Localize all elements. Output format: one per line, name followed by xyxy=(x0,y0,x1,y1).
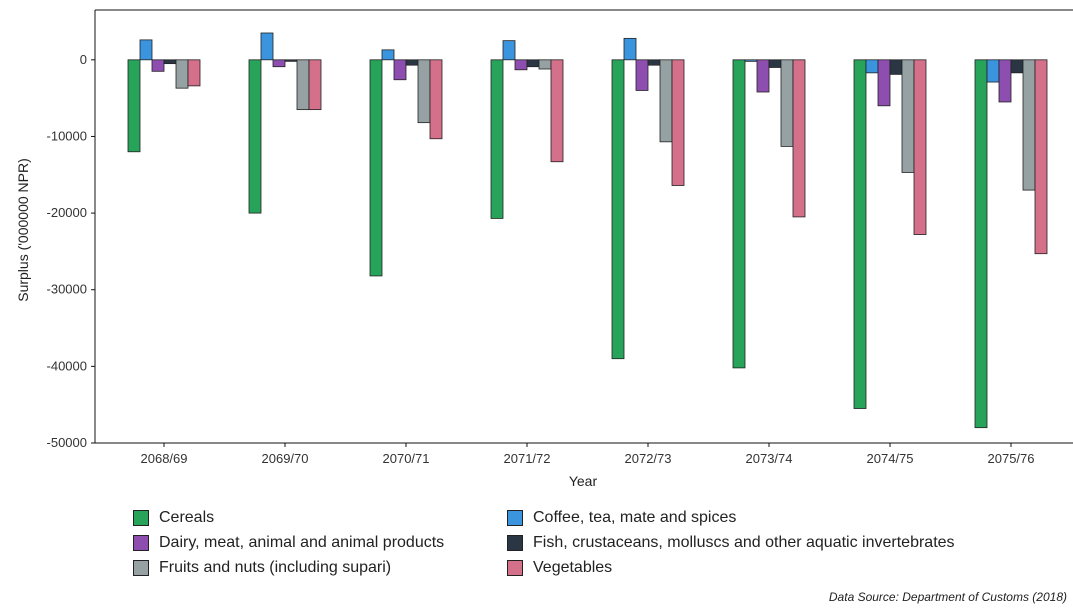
legend-label: Coffee, tea, mate and spices xyxy=(533,509,737,526)
x-axis-title: Year xyxy=(569,473,598,489)
bar-fruits xyxy=(417,59,431,124)
bar-fish xyxy=(526,59,540,68)
bar-fish xyxy=(768,59,782,68)
legend-swatch xyxy=(507,535,523,551)
bar-vegetables xyxy=(671,59,685,186)
x-tick-label: 2069/70 xyxy=(262,451,309,466)
legend-item: Dairy, meat, animal and animal products xyxy=(133,533,507,553)
bar-fruits xyxy=(659,59,673,143)
y-tick-label: -40000 xyxy=(47,358,87,373)
bar-cereals xyxy=(853,59,867,409)
bar-fish xyxy=(405,59,419,66)
legend-label: Vegetables xyxy=(533,559,613,576)
bar-fish xyxy=(647,59,661,66)
bar-vegetables xyxy=(308,59,322,111)
bar-dairy xyxy=(272,59,286,68)
bar-dairy xyxy=(393,59,407,81)
bar-cereals xyxy=(369,59,383,277)
x-tick-label: 2070/71 xyxy=(383,451,430,466)
x-tick-label: 2068/69 xyxy=(141,451,188,466)
bar-dairy xyxy=(877,59,891,107)
bar-dairy xyxy=(756,59,770,93)
bar-dairy xyxy=(151,59,165,72)
bar-coffee xyxy=(744,59,758,62)
bar-fish xyxy=(889,59,903,75)
legend-item: Coffee, tea, mate and spices xyxy=(507,508,1067,528)
bar-coffee xyxy=(502,40,516,61)
bar-coffee xyxy=(986,59,1000,83)
legend-label: Fruits and nuts (including supari) xyxy=(159,559,392,576)
legend-label: Fish, crustaceans, molluscs and other aq… xyxy=(533,534,955,551)
bar-coffee xyxy=(260,32,274,61)
x-tick-label: 2074/75 xyxy=(867,451,914,466)
bar-vegetables xyxy=(913,59,927,235)
bar-fish xyxy=(284,59,298,62)
y-tick-label: -20000 xyxy=(47,205,87,220)
legend-label: Cereals xyxy=(159,509,215,526)
bar-vegetables xyxy=(429,59,443,140)
bar-cereals xyxy=(611,59,625,360)
chart: 0 -10000 -20000 -30000 -40000 -50000 2068/69 20… xyxy=(15,9,1073,489)
x-tick-label: 2072/73 xyxy=(625,451,672,466)
x-tick-label: 2071/72 xyxy=(504,451,551,466)
legend-item: Cereals xyxy=(133,508,507,528)
bar-fish xyxy=(1010,59,1024,74)
bar-cereals xyxy=(127,59,141,153)
bar-fruits xyxy=(1022,59,1036,191)
legend-swatch xyxy=(507,510,523,526)
bar-cereals xyxy=(732,59,746,369)
bar-cereals xyxy=(248,59,262,214)
x-tick-label: 2075/76 xyxy=(988,451,1035,466)
plot-area: 0 -10000 -20000 -30000 -40000 -50000 2068/69 20… xyxy=(47,9,1073,466)
legend: Cereals Coffee, tea, mate and spices Dairy… xyxy=(133,508,1067,578)
bar-fish xyxy=(163,59,177,65)
bar-coffee xyxy=(623,37,637,61)
bar-fruits xyxy=(780,59,794,147)
y-tick-label: -30000 xyxy=(47,282,87,297)
y-tick-label: -10000 xyxy=(47,128,87,143)
y-tick-label: -50000 xyxy=(47,435,87,450)
bar-dairy xyxy=(635,59,649,91)
bar-cereals xyxy=(490,59,504,219)
legend-swatch xyxy=(507,560,523,576)
bar-fruits xyxy=(175,59,189,89)
legend-swatch xyxy=(133,560,149,576)
y-tick-label: 0 xyxy=(80,52,87,67)
bar-coffee xyxy=(865,59,879,74)
bar-vegetables xyxy=(792,59,806,218)
bar-coffee xyxy=(381,49,395,61)
bar-fruits xyxy=(901,59,915,173)
legend-item: Fruits and nuts (including supari) xyxy=(133,558,507,578)
legend-item: Vegetables xyxy=(507,558,1067,578)
bar-fruits xyxy=(296,59,310,111)
bar-cereals xyxy=(974,59,988,429)
bar-vegetables xyxy=(550,59,564,163)
source-note: Data Source: Department of Customs (2018… xyxy=(828,590,1067,604)
bar-vegetables xyxy=(187,59,201,87)
y-axis-title: Surplus ('000000 NPR) xyxy=(15,158,31,302)
bar-vegetables xyxy=(1034,59,1048,255)
legend-swatch xyxy=(133,510,149,526)
bar-dairy xyxy=(998,59,1012,103)
bar-fruits xyxy=(538,59,552,70)
legend-item: Fish, crustaceans, molluscs and other aq… xyxy=(507,533,1067,553)
legend-label: Dairy, meat, animal and animal products xyxy=(159,534,445,551)
bar-dairy xyxy=(514,59,528,71)
legend-swatch xyxy=(133,535,149,551)
x-tick-label: 2073/74 xyxy=(746,451,793,466)
bar-coffee xyxy=(139,39,153,61)
